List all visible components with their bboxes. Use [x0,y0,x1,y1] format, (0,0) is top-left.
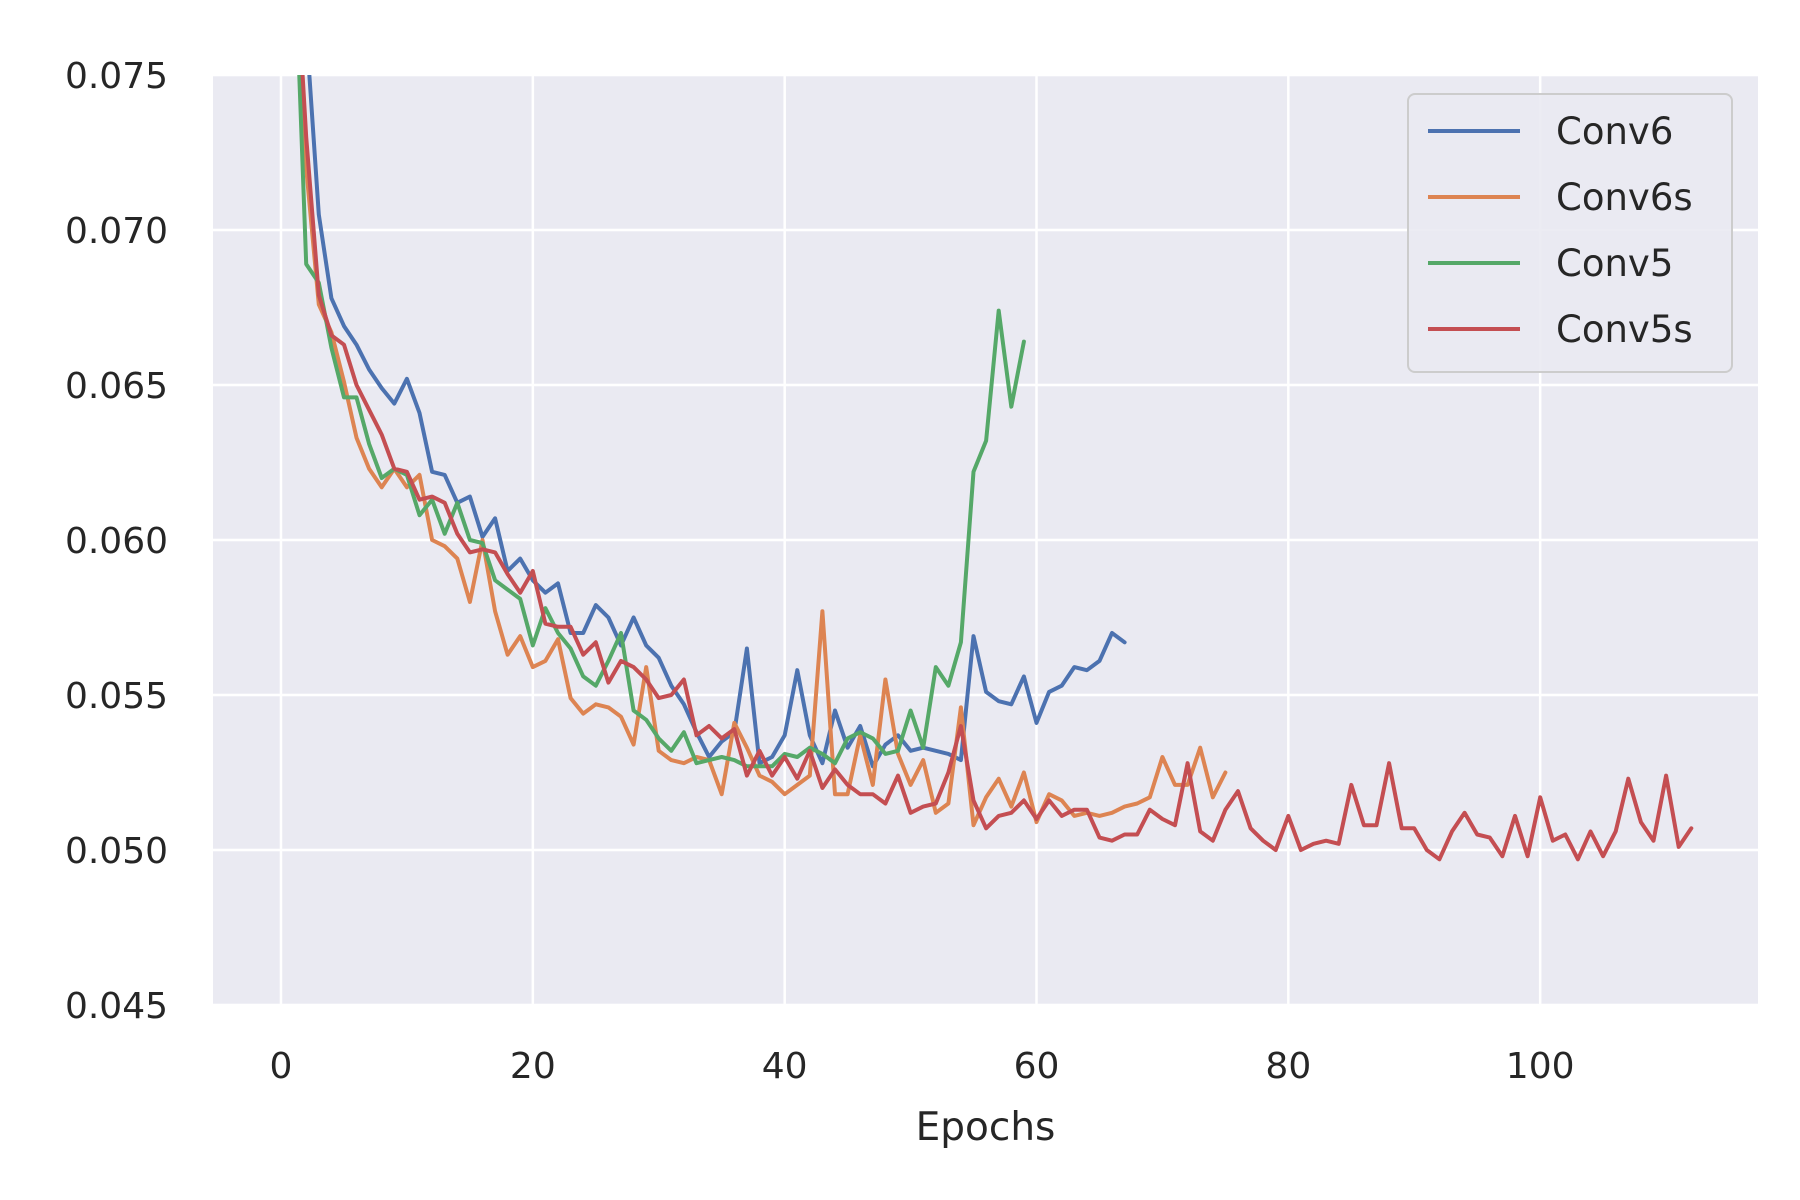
x-axis-ticks: 0 20 40 60 80 100 [270,1046,1575,1087]
legend-label-conv5s: Conv5s [1556,308,1693,351]
series-lines [297,75,1694,862]
x-tick-label-4: 80 [1265,1046,1311,1087]
y-tick-label-0: 0.045 [65,986,168,1027]
grid-lines [213,73,1758,1007]
y-tick-label-3: 0.060 [65,521,168,562]
legend-label-conv6s: Conv6s [1556,176,1693,219]
x-tick-label-0: 0 [270,1046,293,1087]
legend: Conv6 Conv6s Conv5 Conv5s [1407,93,1733,373]
series-line-conv5s [300,75,1694,862]
y-axis-ticks: 0.045 0.050 0.055 0.060 0.065 0.070 0.075 [65,56,168,1027]
x-axis-label: Epochs [916,1105,1056,1150]
y-tick-label-1: 0.050 [65,831,168,872]
y-tick-label-5: 0.070 [65,211,168,252]
x-tick-label-2: 40 [762,1046,808,1087]
y-tick-label-4: 0.065 [65,366,168,407]
y-tick-label-6: 0.075 [65,56,168,97]
y-tick-label-2: 0.055 [65,676,168,717]
legend-label-conv5: Conv5 [1556,242,1673,285]
series-line-conv6 [307,75,1127,769]
series-line-conv5 [297,75,1026,769]
x-tick-label-3: 60 [1014,1046,1060,1087]
x-tick-label-1: 20 [510,1046,556,1087]
legend-label-conv6: Conv6 [1556,110,1673,153]
legend-box [1407,93,1733,373]
x-tick-label-5: 100 [1506,1046,1575,1087]
